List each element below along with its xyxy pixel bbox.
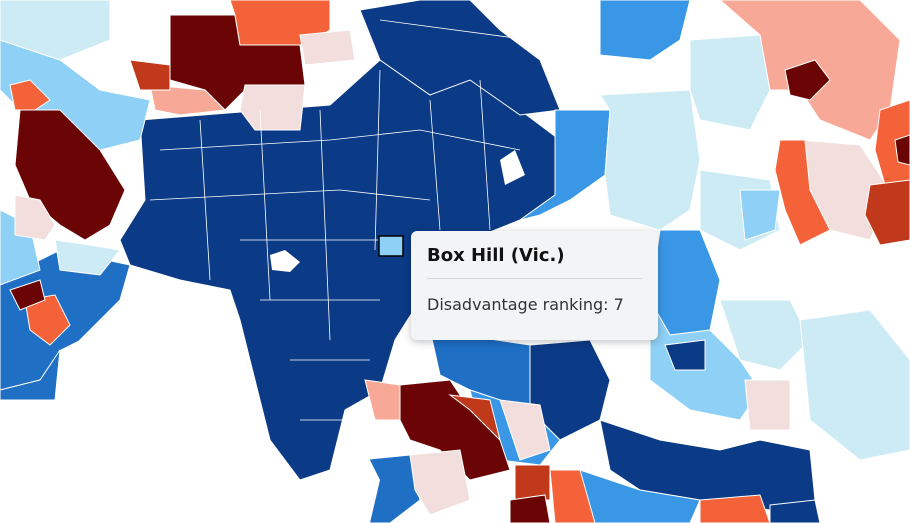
tooltip-metric-label: Disadvantage ranking: (427, 295, 609, 314)
tooltip-metric: Disadvantage ranking: 7 (427, 295, 642, 314)
region-west-pale[interactable] (14, 194, 56, 241)
region-north-west-light[interactable] (0, 39, 151, 151)
region-south-red-2[interactable] (514, 464, 551, 501)
region-box-hill-highlight[interactable] (378, 235, 404, 257)
region-east-pale-3[interactable] (719, 299, 811, 371)
region-south-pale-2[interactable] (409, 449, 471, 516)
region-east-pale[interactable] (599, 89, 701, 231)
region-top-left-pale[interactable] (0, 0, 111, 61)
region-far-east-darkred-2[interactable] (894, 134, 910, 166)
tooltip-title: Box Hill (Vic.) (427, 245, 642, 279)
region-sw-darkred[interactable] (9, 279, 46, 311)
region-north-pale-2[interactable] (299, 29, 356, 66)
region-south-orange[interactable] (549, 469, 596, 523)
region-north-salmon[interactable] (149, 84, 227, 116)
region-north-midblue[interactable] (599, 0, 691, 61)
region-east-pale-4[interactable] (799, 309, 910, 461)
region-north-pale[interactable] (239, 84, 306, 131)
region-far-east-darkred[interactable] (784, 59, 831, 101)
region-east-light-2[interactable] (739, 189, 781, 241)
bay-water-3 (500, 150, 525, 185)
region-east-navy-small[interactable] (664, 339, 706, 371)
region-west-lightblue-2[interactable] (54, 239, 121, 276)
region-south-red[interactable] (448, 394, 501, 442)
region-south-pale[interactable] (499, 399, 551, 461)
region-south-darkred-2[interactable] (509, 494, 551, 523)
tooltip-metric-value: 7 (613, 295, 624, 314)
region-north-red-small[interactable] (129, 59, 171, 91)
region-far-east-orange[interactable] (774, 139, 831, 246)
region-south-navy-bottom[interactable] (769, 499, 821, 523)
region-south-darkred[interactable] (399, 379, 511, 481)
region-far-east-red[interactable] (864, 179, 910, 246)
region-borders (149, 19, 531, 421)
bay-water-2 (270, 250, 300, 272)
region-tooltip: Box Hill (Vic.) Disadvantage ranking: 7 (411, 231, 658, 340)
bay-water (0, 265, 380, 523)
region-south-salmon[interactable] (364, 379, 401, 421)
region-sw-orange[interactable] (24, 294, 71, 346)
region-south-orange-2[interactable] (699, 494, 771, 523)
region-west-orange[interactable] (9, 79, 51, 111)
region-south-pale-3[interactable] (744, 379, 791, 431)
